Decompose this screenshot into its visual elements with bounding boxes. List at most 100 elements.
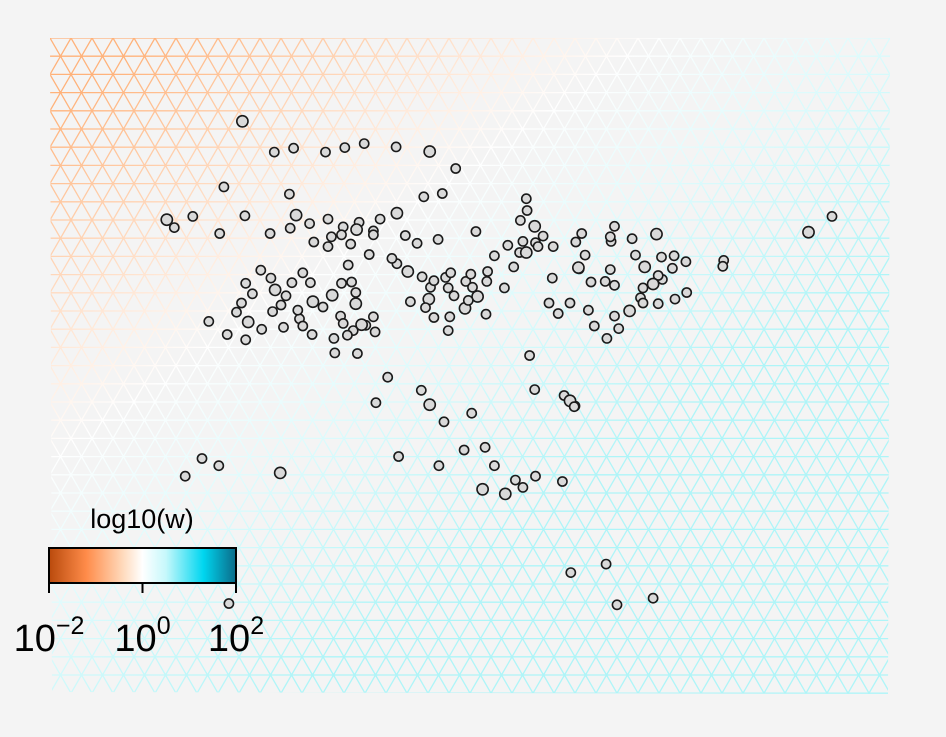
sample-point	[647, 592, 659, 604]
sample-point	[630, 249, 641, 261]
sample-point	[308, 236, 320, 248]
sample-point	[637, 282, 649, 294]
sample-point	[460, 275, 472, 287]
sample-point	[179, 470, 191, 482]
sample-point	[579, 249, 591, 261]
sample-point	[442, 325, 454, 336]
sample-point	[445, 267, 457, 279]
sample-point	[306, 329, 318, 340]
sample-point	[668, 250, 680, 262]
sample-point	[297, 267, 309, 279]
sample-point	[588, 320, 600, 332]
sample-point	[325, 231, 337, 243]
sample-point	[401, 265, 415, 278]
legend-colorbar	[48, 547, 237, 584]
sample-point	[482, 266, 493, 277]
sample-point	[280, 290, 292, 302]
sample-point	[214, 228, 226, 239]
sample-point	[329, 347, 341, 359]
sample-point	[337, 317, 349, 329]
sample-point	[510, 474, 521, 486]
sample-point	[656, 251, 667, 263]
sample-point	[239, 210, 251, 222]
sample-point	[681, 287, 693, 298]
sample-point	[609, 220, 620, 232]
sample-point	[231, 306, 242, 318]
triangular-mesh	[50, 38, 890, 694]
sample-point	[415, 384, 427, 396]
sample-point	[650, 227, 663, 241]
sample-point	[717, 260, 729, 272]
sample-point	[418, 191, 430, 203]
sample-point	[826, 210, 838, 222]
sample-points	[160, 114, 838, 611]
sample-point	[275, 299, 287, 311]
legend-tick-label: 100	[114, 612, 170, 660]
sample-point	[342, 259, 354, 271]
sample-point	[306, 295, 320, 309]
sample-point	[438, 416, 450, 428]
sample-point	[336, 277, 347, 289]
sample-point	[284, 222, 296, 234]
sample-point	[223, 598, 235, 609]
legend-tick-label: 102	[208, 612, 264, 660]
sample-point	[349, 297, 363, 311]
sample-point	[341, 329, 353, 341]
sample-point	[568, 401, 580, 413]
sample-point	[297, 320, 309, 332]
sample-point	[432, 233, 444, 245]
sample-point	[508, 261, 520, 273]
sample-point	[547, 241, 559, 252]
sample-point	[268, 146, 280, 158]
sample-point	[286, 277, 298, 289]
sample-point	[358, 138, 370, 149]
sample-point	[374, 213, 386, 225]
sample-point	[160, 213, 174, 227]
sample-point	[304, 218, 315, 229]
sample-point	[576, 228, 588, 239]
sample-point	[488, 250, 500, 262]
sample-point	[480, 308, 492, 320]
sample-point	[546, 272, 558, 284]
sample-point	[552, 308, 564, 319]
sample-point	[322, 241, 334, 252]
sample-point	[196, 453, 208, 464]
sample-point	[448, 290, 460, 302]
sample-point	[528, 219, 542, 233]
sample-point	[236, 297, 247, 309]
sample-point	[268, 283, 282, 297]
sample-point	[465, 268, 477, 280]
sample-point	[411, 237, 423, 249]
sample-point	[399, 230, 411, 241]
sample-point	[502, 239, 514, 251]
sample-point	[609, 279, 620, 291]
sample-point	[367, 229, 379, 241]
sample-point	[652, 270, 664, 281]
sample-point	[433, 460, 445, 472]
sample-point	[458, 444, 470, 456]
sample-point	[572, 261, 585, 274]
sample-point	[416, 271, 428, 283]
sample-point	[600, 558, 612, 570]
sample-point	[583, 304, 594, 316]
sample-point	[355, 318, 368, 332]
sample-point	[390, 141, 402, 153]
sample-point	[667, 262, 678, 274]
sample-point	[479, 441, 491, 453]
sample-point	[325, 288, 339, 302]
sample-point	[611, 599, 623, 611]
sample-point	[213, 460, 225, 472]
sample-point	[599, 275, 611, 287]
sample-point	[370, 397, 382, 409]
sample-point	[345, 238, 357, 250]
sample-point	[537, 230, 549, 242]
sample-point	[423, 398, 437, 412]
sample-point	[462, 294, 474, 306]
sample-point	[336, 229, 347, 241]
sample-point	[420, 302, 431, 313]
sample-point	[476, 482, 489, 496]
sample-point	[240, 277, 252, 289]
sample-point	[532, 241, 544, 252]
sample-point	[369, 326, 381, 338]
color-legend: log10(w) 10−2 100 102	[14, 504, 264, 660]
